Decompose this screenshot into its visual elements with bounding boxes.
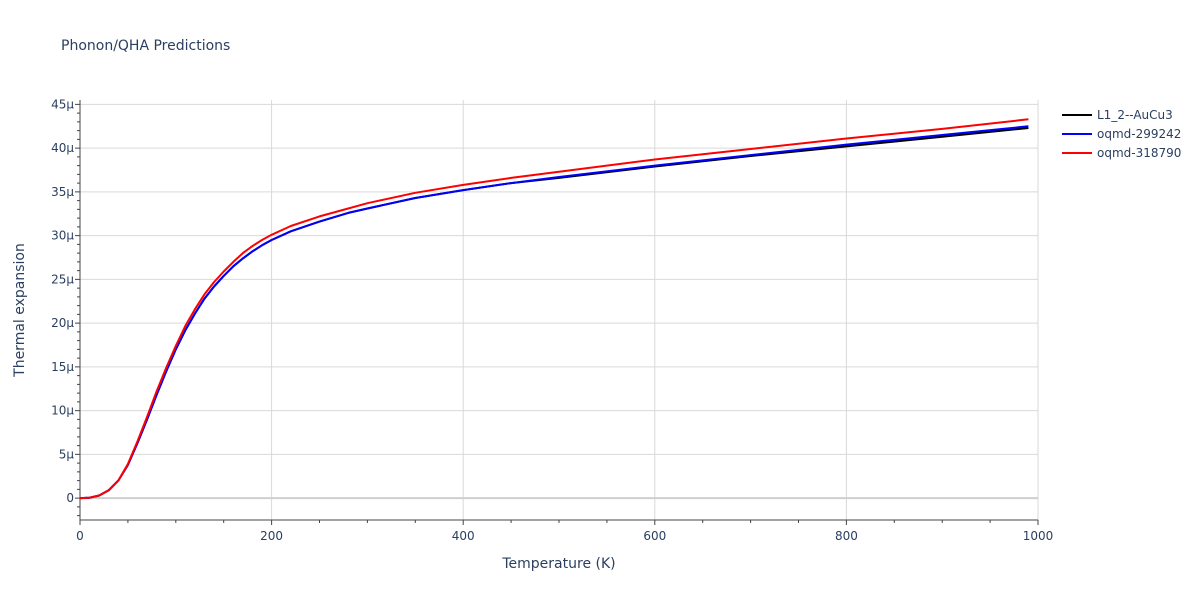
y-tick-label: 0 — [66, 491, 74, 505]
y-tick-label: 5μ — [59, 447, 75, 461]
legend-label[interactable]: oqmd-299242 — [1097, 127, 1181, 141]
series-lines — [79, 118, 1029, 500]
y-axis-title: Thermal expansion — [12, 243, 28, 378]
series-line — [79, 125, 1029, 500]
y-tick-label: 15μ — [51, 360, 74, 374]
x-tick-label: 1000 — [1023, 529, 1054, 543]
x-axis-title: Temperature (K) — [501, 556, 615, 572]
x-tick-label: 600 — [643, 529, 666, 543]
series-line — [79, 127, 1029, 500]
gridlines — [80, 100, 1039, 520]
y-tick-label: 20μ — [51, 316, 74, 330]
legend-label[interactable]: oqmd-318790 — [1097, 146, 1181, 160]
x-tick-label: 400 — [452, 529, 475, 543]
legend[interactable]: L1_2--AuCu3 oqmd-299242 oqmd-318790 — [1062, 108, 1181, 160]
chart-title: Phonon/QHA Predictions — [61, 38, 230, 54]
legend-label[interactable]: L1_2--AuCu3 — [1097, 108, 1173, 122]
y-tick-label: 40μ — [51, 141, 74, 155]
y-tick-label: 35μ — [51, 185, 74, 199]
x-tick-label: 800 — [835, 529, 858, 543]
y-tick-label: 10μ — [51, 404, 74, 418]
y-tick-label: 45μ — [51, 97, 74, 111]
y-tick-label: 25μ — [51, 272, 74, 286]
series-line — [79, 118, 1029, 500]
axes: 0 200 400 600 800 1000 0 5μ 10μ 15μ 20μ 25μ 30μ 35μ 40… — [51, 97, 1053, 543]
x-tick-label: 0 — [76, 529, 84, 543]
y-tick-label: 30μ — [51, 229, 74, 243]
x-tick-label: 200 — [260, 529, 283, 543]
